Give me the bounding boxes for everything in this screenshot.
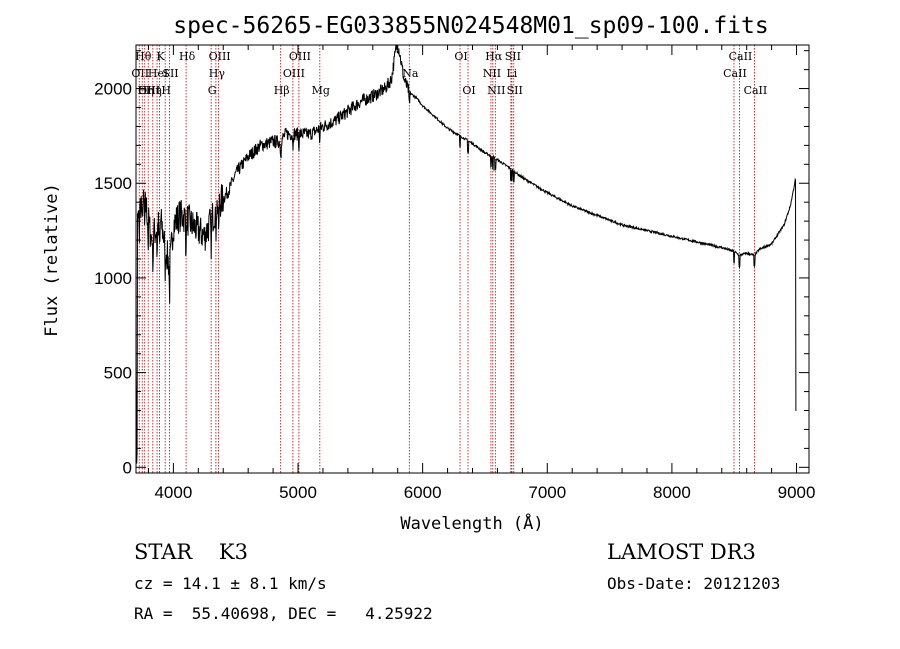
line-label-9: Hδ [179, 50, 196, 63]
line-label-21: Hα [485, 50, 503, 63]
line-label-27: CaII [729, 50, 753, 63]
x-tick-label-6000: 6000 [404, 483, 442, 502]
y-tick-label-0: 0 [123, 458, 132, 477]
line-label-17: Na [402, 67, 419, 80]
x-tick-label-4000: 4000 [154, 483, 192, 502]
line-label-22: NII [487, 84, 505, 97]
object-class: STAR K3 [134, 540, 248, 564]
line-label-13: Hβ [274, 84, 290, 97]
line-label-20: NII [483, 67, 501, 80]
redshift-cz: cz = 14.1 ± 8.1 km/s [134, 574, 327, 593]
observation-date: Obs-Date: 20121203 [607, 574, 781, 593]
line-label-10: G [208, 84, 217, 97]
x-axis-ticks: 4000 5000 6000 7000 8000 9000 [147, 45, 816, 502]
line-label-14: OIII [283, 67, 305, 80]
ra-dec-coordinates: RA = 55.40698, DEC = 4.25922 [134, 604, 433, 623]
line-label-15: OIII [289, 50, 311, 63]
y-tick-label-500: 500 [104, 364, 132, 383]
spectrum-line [135, 44, 797, 464]
spectrum-series [135, 44, 797, 464]
line-label-24: SII [505, 50, 521, 63]
line-label-3: OIII [138, 84, 160, 97]
line-label-18: OI [454, 50, 467, 63]
line-label-0: OII [131, 67, 149, 80]
y-axis-label: Flux (relative) [42, 183, 62, 337]
x-tick-label-8000: 8000 [653, 483, 691, 502]
line-label-2: Hη [138, 84, 154, 97]
line-label-7: H [161, 84, 171, 97]
x-tick-label-7000: 7000 [528, 483, 566, 502]
line-label-6: K [156, 50, 165, 63]
line-label-25: SII [507, 84, 523, 97]
plot-frame [135, 44, 810, 474]
line-label-26: CaII [723, 67, 747, 80]
line-label-16: Mg [312, 84, 330, 97]
spectrum-chart: spec-56265-EG033855N024548M01_sp09-100.f… [42, 13, 816, 534]
line-label-12: OIII [209, 50, 231, 63]
line-label-1: Hθ [135, 50, 152, 63]
x-tick-label-9000: 9000 [778, 483, 816, 502]
x-axis-label: Wavelength (Å) [400, 512, 543, 534]
chart-title: spec-56265-EG033855N024548M01_sp09-100.f… [173, 13, 768, 39]
line-label-19: OI [462, 84, 475, 97]
line-label-4: Hη [146, 84, 162, 97]
line-label-11: Hγ [209, 67, 226, 80]
y-tick-label-1000: 1000 [94, 269, 132, 288]
y-axis-ticks: 0 500 1000 1500 2000 [94, 50, 809, 477]
y-tick-label-1500: 1500 [94, 174, 132, 193]
emission-line-markers: OIIHθHηOIIIHηHeIKHSIIHδGHγOIIIHβOIIIOIII… [131, 45, 767, 473]
survey-name: LAMOST DR3 [607, 540, 756, 564]
y-tick-label-2000: 2000 [94, 80, 132, 99]
x-tick-label-5000: 5000 [279, 483, 317, 502]
line-label-5: HeI [148, 67, 168, 80]
line-label-8: SII [162, 67, 178, 80]
line-label-28: CaII [744, 84, 768, 97]
